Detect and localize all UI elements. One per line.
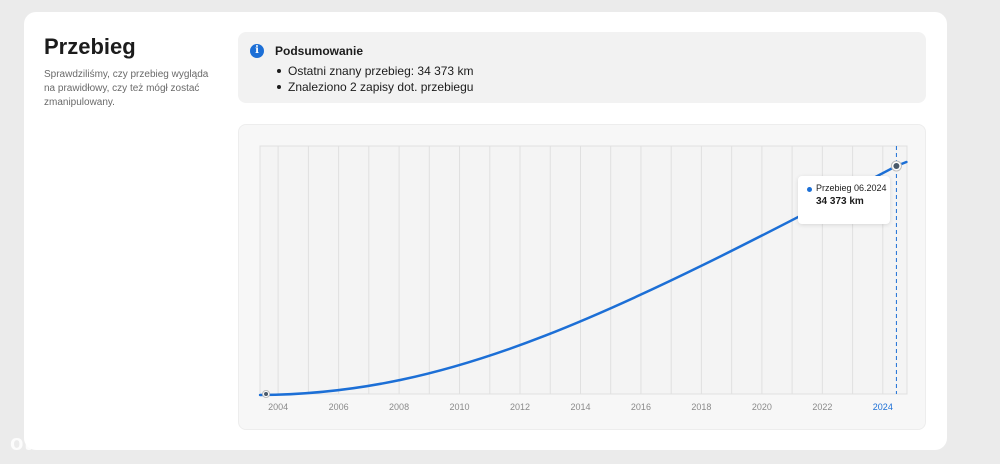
tooltip-series-dot [807, 187, 812, 192]
mileage-chart-svg: 2004 2006 2008 2010 2012 2014 2016 2018 2020 2022… [258, 145, 908, 412]
data-point [264, 392, 269, 396]
section-description: Sprawdziliśmy, czy przebieg wygląda na p… [44, 69, 209, 108]
page-title: Przebieg [44, 34, 136, 59]
chart-tooltip: Przebieg 06.2024 34 373 km [798, 176, 890, 224]
x-tick-label: 2010 [450, 402, 470, 412]
otomoto-logo-watermark: otoMoto [10, 430, 101, 455]
summary-panel: i Podsumowanie Ostatni znany przebieg: 3… [238, 32, 926, 103]
x-tick-label: 2014 [570, 402, 590, 412]
summary-title: Podsumowanie [275, 44, 364, 58]
summary-item-records-found: Znaleziono 2 zapisy dot. przebiegu [275, 79, 473, 95]
tooltip-label: Przebieg 06.2024 [816, 183, 887, 193]
summary-item-last-mileage: Ostatni znany przebieg: 34 373 km [275, 63, 473, 79]
x-tick-label: 2006 [329, 402, 349, 412]
x-tick-label: 2024 [873, 402, 893, 412]
mileage-card: Przebieg Sprawdziliśmy, czy przebieg wyg… [24, 12, 947, 450]
x-tick-label: 2020 [752, 402, 772, 412]
x-tick-label: 2016 [631, 402, 651, 412]
summary-list: Ostatni znany przebieg: 34 373 km Znalez… [275, 63, 473, 95]
x-tick-label: 2018 [691, 402, 711, 412]
data-point [893, 163, 900, 169]
mileage-chart[interactable]: 2004 2006 2008 2010 2012 2014 2016 2018 2020 2022… [238, 124, 926, 430]
x-tick-label: 2022 [812, 402, 832, 412]
tooltip-value: 34 373 km [816, 196, 864, 207]
x-tick-label: 2008 [389, 402, 409, 412]
x-tick-label: 2004 [268, 402, 288, 412]
info-icon: i [250, 44, 264, 58]
x-tick-label: 2012 [510, 402, 530, 412]
